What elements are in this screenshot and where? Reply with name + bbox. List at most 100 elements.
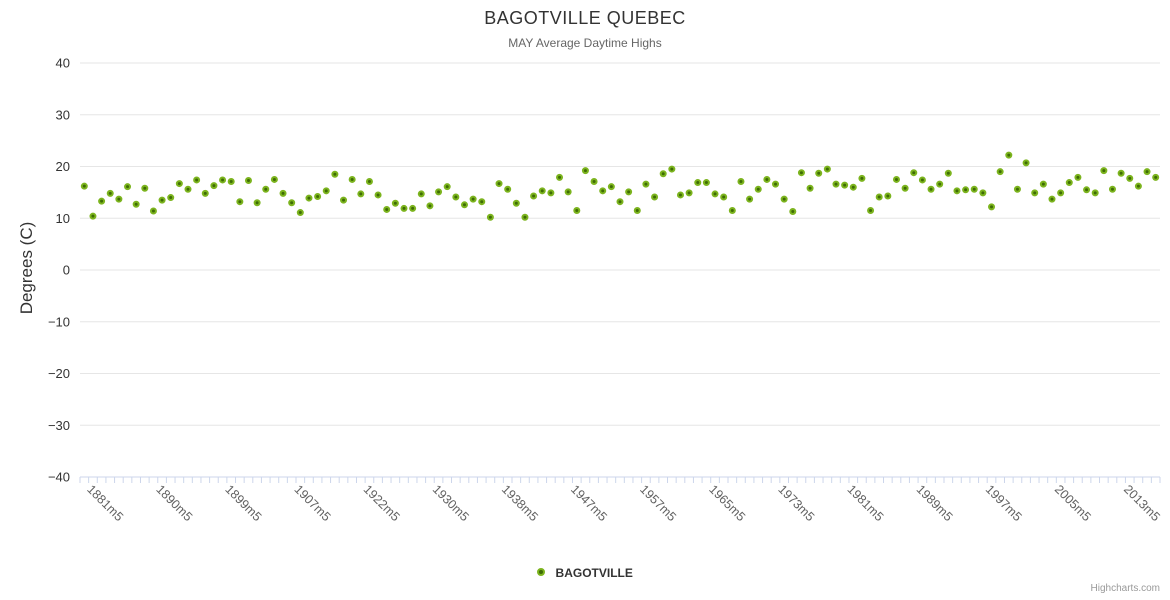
- data-point[interactable]: [443, 183, 451, 191]
- data-point[interactable]: [815, 169, 823, 177]
- data-point[interactable]: [944, 169, 952, 177]
- data-point[interactable]: [1152, 173, 1160, 181]
- data-point[interactable]: [918, 176, 926, 184]
- data-point[interactable]: [1091, 189, 1099, 197]
- data-point[interactable]: [780, 195, 788, 203]
- data-point[interactable]: [936, 180, 944, 188]
- data-point[interactable]: [210, 182, 218, 190]
- data-point[interactable]: [270, 175, 278, 183]
- data-point[interactable]: [702, 179, 710, 187]
- data-point[interactable]: [616, 198, 624, 206]
- data-point[interactable]: [832, 180, 840, 188]
- data-point[interactable]: [1048, 195, 1056, 203]
- data-point[interactable]: [1005, 151, 1013, 159]
- data-point[interactable]: [495, 180, 503, 188]
- data-point[interactable]: [953, 187, 961, 195]
- data-point[interactable]: [823, 165, 831, 173]
- data-point[interactable]: [288, 199, 296, 207]
- data-point[interactable]: [314, 193, 322, 201]
- data-point[interactable]: [435, 188, 443, 196]
- data-point[interactable]: [884, 192, 892, 200]
- data-point[interactable]: [875, 193, 883, 201]
- data-point[interactable]: [365, 178, 373, 186]
- data-point[interactable]: [227, 178, 235, 186]
- data-point[interactable]: [556, 173, 564, 181]
- data-point[interactable]: [80, 182, 88, 190]
- data-point[interactable]: [642, 180, 650, 188]
- data-point[interactable]: [633, 206, 641, 214]
- data-point[interactable]: [478, 198, 486, 206]
- data-point[interactable]: [970, 185, 978, 193]
- data-point[interactable]: [167, 194, 175, 202]
- data-point[interactable]: [1039, 180, 1047, 188]
- data-point[interactable]: [996, 168, 1004, 176]
- data-point[interactable]: [789, 208, 797, 216]
- data-point[interactable]: [426, 202, 434, 210]
- data-point[interactable]: [1134, 182, 1142, 190]
- legend[interactable]: BAGOTVILLE: [0, 564, 1170, 582]
- data-point[interactable]: [694, 179, 702, 187]
- data-point[interactable]: [124, 183, 132, 191]
- highcharts-credit[interactable]: Highcharts.com: [1090, 583, 1160, 594]
- data-point[interactable]: [460, 201, 468, 209]
- data-point[interactable]: [98, 197, 106, 205]
- data-point[interactable]: [1100, 167, 1108, 175]
- data-point[interactable]: [1117, 169, 1125, 177]
- data-point[interactable]: [193, 176, 201, 184]
- data-point[interactable]: [262, 185, 270, 193]
- data-point[interactable]: [340, 196, 348, 204]
- data-point[interactable]: [754, 185, 762, 193]
- data-point[interactable]: [659, 170, 667, 178]
- data-point[interactable]: [858, 174, 866, 182]
- data-point[interactable]: [737, 178, 745, 186]
- data-point[interactable]: [530, 192, 538, 200]
- data-point[interactable]: [452, 193, 460, 201]
- data-point[interactable]: [132, 200, 140, 208]
- data-point[interactable]: [409, 204, 417, 212]
- data-point[interactable]: [322, 187, 330, 195]
- data-point[interactable]: [184, 185, 192, 193]
- data-point[interactable]: [244, 176, 252, 184]
- data-point[interactable]: [1143, 168, 1151, 176]
- data-point[interactable]: [806, 184, 814, 192]
- data-point[interactable]: [504, 185, 512, 193]
- data-point[interactable]: [901, 184, 909, 192]
- data-point[interactable]: [599, 187, 607, 195]
- data-point[interactable]: [158, 196, 166, 204]
- data-point[interactable]: [607, 183, 615, 191]
- data-point[interactable]: [573, 206, 581, 214]
- data-point[interactable]: [391, 199, 399, 207]
- data-point[interactable]: [305, 194, 313, 202]
- data-point[interactable]: [728, 206, 736, 214]
- data-point[interactable]: [219, 176, 227, 184]
- data-point[interactable]: [927, 185, 935, 193]
- data-point[interactable]: [564, 188, 572, 196]
- data-point[interactable]: [746, 195, 754, 203]
- data-point[interactable]: [841, 181, 849, 189]
- data-point[interactable]: [892, 175, 900, 183]
- data-point[interactable]: [988, 203, 996, 211]
- data-point[interactable]: [867, 206, 875, 214]
- data-point[interactable]: [348, 175, 356, 183]
- data-point[interactable]: [625, 188, 633, 196]
- data-point[interactable]: [486, 213, 494, 221]
- data-point[interactable]: [89, 212, 97, 220]
- data-point[interactable]: [1083, 186, 1091, 194]
- data-point[interactable]: [797, 169, 805, 177]
- data-point[interactable]: [849, 183, 857, 191]
- data-point[interactable]: [676, 191, 684, 199]
- data-point[interactable]: [979, 189, 987, 197]
- data-point[interactable]: [962, 186, 970, 194]
- data-point[interactable]: [763, 175, 771, 183]
- data-point[interactable]: [1108, 185, 1116, 193]
- data-point[interactable]: [383, 205, 391, 213]
- data-point[interactable]: [1057, 189, 1065, 197]
- data-point[interactable]: [236, 198, 244, 206]
- data-point[interactable]: [772, 180, 780, 188]
- data-point[interactable]: [357, 190, 365, 198]
- data-point[interactable]: [668, 165, 676, 173]
- data-point[interactable]: [115, 195, 123, 203]
- data-point[interactable]: [1126, 174, 1134, 182]
- data-point[interactable]: [279, 189, 287, 197]
- data-point[interactable]: [469, 195, 477, 203]
